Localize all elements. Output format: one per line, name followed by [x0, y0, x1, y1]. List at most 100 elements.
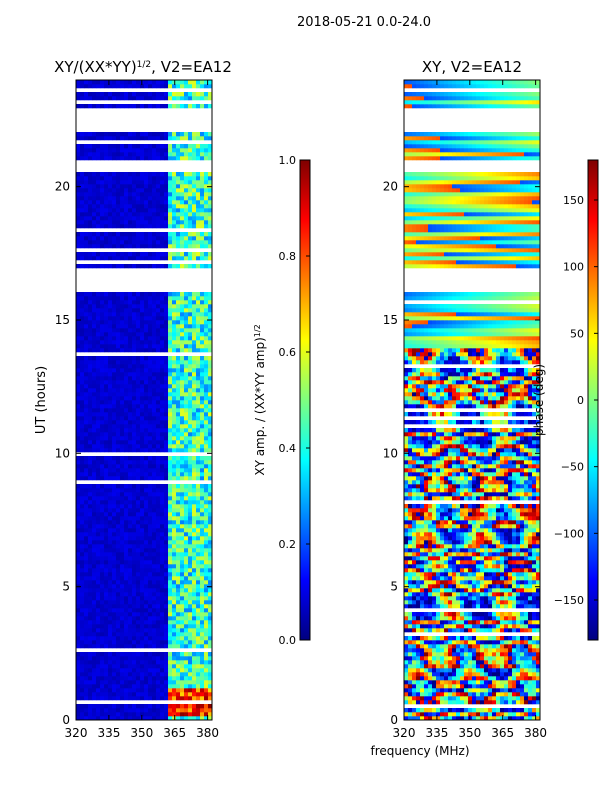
amplitude-cell — [80, 256, 85, 261]
amplitude-cell — [124, 520, 129, 525]
phase-cell — [444, 716, 449, 721]
amplitude-cell — [92, 644, 97, 649]
phase-cell — [472, 716, 477, 721]
amplitude-cell — [100, 620, 105, 625]
amplitude-cell — [76, 664, 81, 669]
phase-cell — [416, 672, 421, 677]
amplitude-cell — [204, 576, 209, 581]
amplitude-cell — [152, 344, 157, 349]
amplitude-cell — [92, 672, 97, 677]
amplitude-cell — [144, 104, 149, 109]
amplitude-cell — [76, 412, 81, 417]
amplitude-cell — [112, 368, 117, 373]
amplitude-cell — [136, 368, 141, 373]
phase-cell — [468, 692, 473, 697]
amplitude-cell — [80, 180, 85, 185]
amplitude-cell — [128, 152, 133, 157]
amplitude-cell — [80, 532, 85, 537]
amplitude-cell — [204, 512, 209, 517]
amplitude-cell — [152, 544, 157, 549]
amplitude-cell — [120, 292, 125, 297]
amplitude-cell — [100, 600, 105, 605]
amplitude-cell — [168, 92, 173, 97]
amplitude-cell — [112, 252, 117, 257]
amplitude-cell — [100, 680, 105, 685]
amplitude-cell — [92, 372, 97, 377]
amplitude-cell — [208, 500, 213, 505]
amplitude-cell — [180, 604, 185, 609]
amplitude-cell — [156, 132, 161, 137]
amplitude-cell — [200, 552, 205, 557]
amplitude-cell — [100, 308, 105, 313]
amplitude-cell — [88, 216, 93, 221]
amplitude-cell — [124, 500, 129, 505]
amplitude-cell — [96, 204, 101, 209]
amplitude-cell — [156, 92, 161, 97]
amplitude-cell — [84, 512, 89, 517]
amplitude-cell — [92, 324, 97, 329]
amplitude-cell — [184, 580, 189, 585]
amplitude-cell — [176, 220, 181, 225]
amplitude-cell — [176, 96, 181, 101]
amplitude-cell — [204, 204, 209, 209]
amplitude-cell — [92, 188, 97, 193]
amplitude-cell — [160, 596, 165, 601]
amplitude-cell — [184, 176, 189, 181]
amplitude-cell — [184, 588, 189, 593]
phase-cell — [508, 684, 513, 689]
amplitude-cell — [160, 708, 165, 713]
amplitude-cell — [208, 476, 213, 481]
amplitude-cell — [124, 688, 129, 693]
amplitude-cell — [156, 368, 161, 373]
amplitude-cell — [184, 380, 189, 385]
amplitude-cell — [76, 396, 81, 401]
amplitude-cell — [88, 432, 93, 437]
phase-cell — [408, 680, 413, 685]
amplitude-cell — [172, 400, 177, 405]
amplitude-cell — [172, 496, 177, 501]
amplitude-cell — [132, 340, 137, 345]
amplitude-cell — [160, 552, 165, 557]
amplitude-cell — [180, 712, 185, 717]
amplitude-cell — [80, 620, 85, 625]
amplitude-cell — [88, 96, 93, 101]
amplitude-cell — [100, 252, 105, 257]
amplitude-cell — [160, 144, 165, 149]
amplitude-cell — [132, 472, 137, 477]
amplitude-cell — [120, 252, 125, 257]
amplitude-cell — [196, 524, 201, 529]
amplitude-cell — [184, 400, 189, 405]
amplitude-cell — [80, 136, 85, 141]
amplitude-cell — [160, 612, 165, 617]
amplitude-cell — [96, 400, 101, 405]
amplitude-cell — [188, 372, 193, 377]
amplitude-cell — [188, 224, 193, 229]
amplitude-cell — [112, 340, 117, 345]
amplitude-cell — [132, 388, 137, 393]
phase-cell — [460, 672, 465, 677]
amplitude-cell — [164, 136, 169, 141]
amplitude-cell — [116, 588, 121, 593]
amplitude-cell — [164, 608, 169, 613]
amplitude-cell — [192, 188, 197, 193]
amplitude-cell — [124, 404, 129, 409]
amplitude-cell — [80, 380, 85, 385]
amplitude-cell — [108, 524, 113, 529]
phase-cell — [432, 688, 437, 693]
amplitude-cell — [120, 420, 125, 425]
amplitude-cell — [160, 464, 165, 469]
phase-cell — [516, 716, 521, 721]
amplitude-cell — [100, 660, 105, 665]
amplitude-cell — [168, 660, 173, 665]
phase-cell — [448, 668, 453, 673]
amplitude-cell — [136, 104, 141, 109]
amplitude-cell — [88, 188, 93, 193]
amplitude-cell — [112, 508, 117, 513]
amplitude-cell — [96, 420, 101, 425]
amplitude-cell — [164, 660, 169, 665]
phase-cell — [536, 692, 541, 697]
amplitude-cell — [188, 508, 193, 513]
amplitude-cell — [204, 156, 209, 161]
amplitude-cell — [112, 580, 117, 585]
amplitude-cell — [208, 148, 213, 153]
